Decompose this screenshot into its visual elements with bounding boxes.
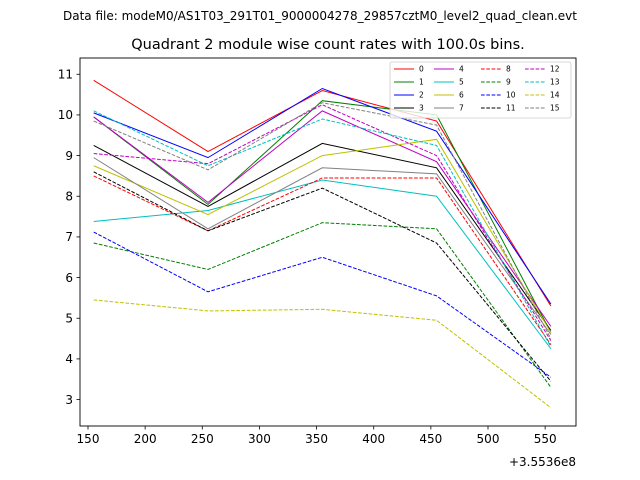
series-line-1 [93,100,552,333]
legend-label-15: 15 [550,104,560,113]
legend-label-12: 12 [550,65,560,74]
y-tick-label: 11 [58,68,73,82]
y-tick-label: 4 [65,352,73,366]
y-tick-label: 3 [65,393,73,407]
series-line-5 [93,179,552,350]
x-tick-label: 150 [77,432,100,446]
legend-label-11: 11 [506,104,516,113]
legend-label-9: 9 [506,78,511,87]
legend-label-0: 0 [419,65,424,74]
x-axis: 150 200 250 300 350 400 450 500 550 [77,426,557,446]
legend-label-10: 10 [506,91,516,100]
legend-label-6: 6 [459,91,464,100]
x-tick-label: 550 [534,432,557,446]
x-offset-label: +3.5536e8 [509,455,576,469]
series-line-14 [93,299,552,409]
chart-title: Quadrant 2 module wise count rates with … [131,37,525,53]
legend-label-2: 2 [419,91,424,100]
y-tick-label: 9 [65,149,73,163]
plot-frame [79,57,577,427]
x-tick-label: 350 [305,432,328,446]
series-line-11 [93,171,552,382]
series-line-13 [93,110,552,347]
y-tick-label: 6 [65,271,73,285]
legend-label-5: 5 [459,78,464,87]
legend-label-14: 14 [550,91,560,100]
x-tick-label: 300 [248,432,271,446]
series-line-0 [93,79,552,307]
series-line-8 [93,175,552,345]
legend-label-3: 3 [419,104,424,113]
series-line-2 [93,87,552,305]
x-tick-label: 200 [134,432,157,446]
y-tick-label: 8 [65,190,73,204]
legend-label-1: 1 [419,78,424,87]
legend-label-7: 7 [459,104,464,113]
x-tick-label: 400 [362,432,385,446]
y-tick-label: 7 [65,230,73,244]
legend-label-13: 13 [550,78,560,87]
legend-label-4: 4 [459,65,464,74]
legend-label-8: 8 [506,65,511,74]
series-line-15 [93,102,552,339]
y-tick-label: 5 [65,312,73,326]
series-line-9 [93,222,552,388]
y-axis: 3 4 5 6 7 8 9 10 11 [58,68,80,407]
series-line-3 [93,142,552,331]
series-line-7 [93,157,552,335]
legend-box [389,61,572,119]
series-line-6 [93,138,552,333]
x-tick-label: 500 [477,432,500,446]
x-tick-label: 450 [419,432,442,446]
chart-suptitle: Data file: modeM0/AS1T03_291T01_90000042… [63,9,577,23]
plot-lines [93,79,552,409]
x-tick-label: 250 [191,432,214,446]
series-line-12 [93,104,552,341]
series-line-10 [93,231,552,378]
y-tick-label: 10 [58,108,73,122]
